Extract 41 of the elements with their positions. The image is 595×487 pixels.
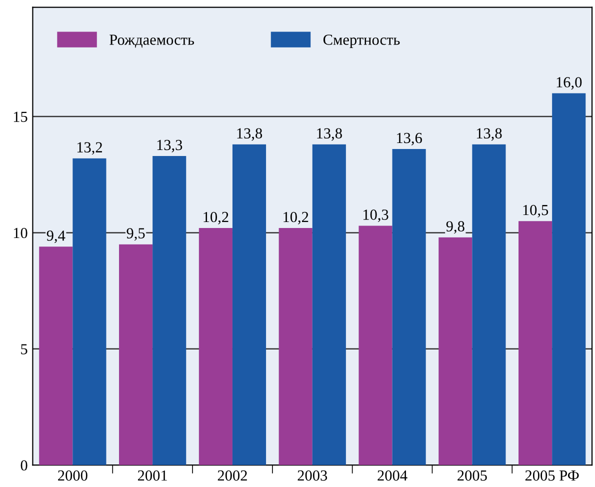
x-tick-label: 2000 bbox=[58, 470, 88, 481]
y-tick-label: 5 bbox=[21, 344, 28, 354]
bar bbox=[312, 144, 346, 466]
x-tick-label: 2001 bbox=[138, 470, 167, 481]
x-tick-label: 2005 bbox=[458, 470, 487, 481]
x-tick-label: 2005 РФ bbox=[525, 470, 579, 481]
data-label: 13,8 bbox=[317, 128, 342, 141]
data-label: 16,0 bbox=[556, 77, 582, 90]
bar bbox=[198, 228, 232, 466]
x-tick-label: 2003 bbox=[298, 470, 328, 481]
data-label: 10,5 bbox=[523, 204, 548, 218]
y-tick-label: 15 bbox=[14, 112, 28, 122]
data-label: 9,8 bbox=[446, 221, 464, 234]
data-label: 13,8 bbox=[237, 128, 262, 141]
bar bbox=[119, 244, 153, 466]
data-label: 9,5 bbox=[126, 228, 145, 241]
bar bbox=[392, 149, 426, 466]
data-label: 13,2 bbox=[77, 142, 102, 155]
bar bbox=[438, 237, 472, 466]
data-label: 9,4 bbox=[46, 230, 66, 243]
data-label: 13,3 bbox=[157, 140, 182, 152]
data-label: 13,6 bbox=[397, 132, 422, 146]
x-tick-label: 2004 bbox=[378, 470, 408, 481]
bar bbox=[232, 144, 266, 466]
data-label: 13,8 bbox=[476, 128, 502, 141]
bar bbox=[472, 144, 506, 466]
y-tick-label: 10 bbox=[14, 228, 28, 238]
bar bbox=[152, 156, 186, 466]
bar bbox=[358, 226, 392, 466]
legend-label: Рождаемость bbox=[110, 34, 194, 48]
bar bbox=[39, 246, 73, 466]
data-label: 10,3 bbox=[363, 210, 388, 222]
legend-label: Смертность bbox=[323, 34, 400, 48]
bar bbox=[278, 228, 312, 466]
bar bbox=[72, 158, 106, 466]
bar bbox=[518, 221, 552, 466]
bar bbox=[552, 93, 586, 466]
data-label: 10,2 bbox=[204, 212, 228, 224]
data-label: 10,2 bbox=[284, 212, 308, 224]
x-tick-label: 2002 bbox=[218, 470, 247, 481]
y-tick-label: 0 bbox=[20, 460, 28, 471]
